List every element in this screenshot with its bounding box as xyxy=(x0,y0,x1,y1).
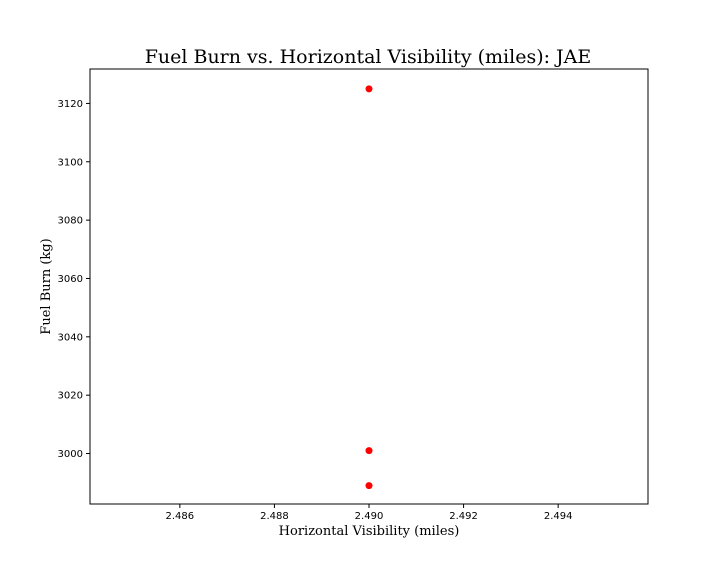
x-tick-label: 2.494 xyxy=(544,511,573,522)
y-tick-label: 3020 xyxy=(58,391,83,402)
data-point xyxy=(365,85,373,93)
plot-area xyxy=(89,68,649,505)
x-axis: 2.486 2.488 2.490 2.492 2.494 xyxy=(166,504,573,522)
x-axis-label: Horizontal Visibility (miles) xyxy=(279,524,460,539)
y-tick-label: 3100 xyxy=(58,157,83,168)
y-tick-label: 3120 xyxy=(58,99,83,110)
y-tick-label: 3080 xyxy=(58,216,83,227)
y-axis: 3000 3020 3040 3060 3080 3100 3120 xyxy=(58,99,90,460)
y-tick-label: 3000 xyxy=(58,449,83,460)
data-points xyxy=(365,85,373,490)
x-tick-label: 2.486 xyxy=(166,511,195,522)
x-tick-label: 2.492 xyxy=(449,511,478,522)
y-axis-label: Fuel Burn (kg) xyxy=(39,238,54,334)
x-tick-label: 2.488 xyxy=(260,511,289,522)
chart-title: Fuel Burn vs. Horizontal Visibility (mil… xyxy=(145,46,592,68)
y-tick-label: 3060 xyxy=(58,274,83,285)
x-tick-label: 2.490 xyxy=(355,511,384,522)
y-tick-label: 3040 xyxy=(58,332,83,343)
data-point xyxy=(365,447,373,455)
data-point xyxy=(365,482,373,490)
